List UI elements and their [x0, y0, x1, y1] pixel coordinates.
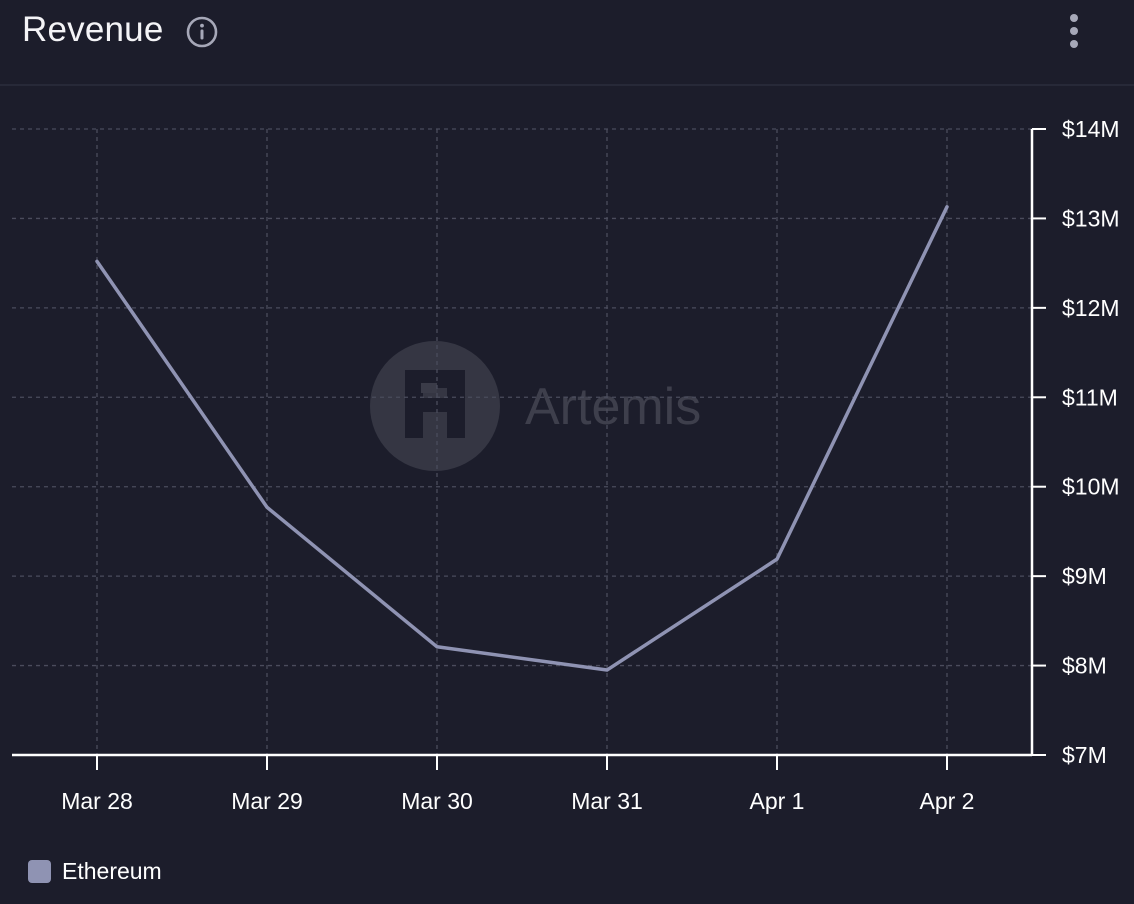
y-tick-label: $12M: [1062, 295, 1120, 321]
x-tick-label: Mar 31: [571, 788, 643, 814]
x-tick-label: Apr 2: [920, 788, 975, 814]
series-line-ethereum[interactable]: [95, 205, 949, 672]
chart-legend: Ethereum: [28, 856, 162, 886]
watermark-text: Artemis: [525, 378, 701, 436]
vertical-dots-icon[interactable]: [1062, 10, 1086, 52]
x-tick-label: Apr 1: [750, 788, 805, 814]
x-tick-label: Mar 29: [231, 788, 303, 814]
artemis-watermark: Artemis: [370, 341, 701, 471]
artemis-logo-mark: [405, 370, 465, 438]
tick-labels: $7M $8M $9M $10M $11M $12M $13M $14M Mar 28 Mar 2…: [61, 116, 1119, 814]
x-tick-label: Mar 28: [61, 788, 133, 814]
series-layer: [95, 205, 949, 672]
y-tick-label: $7M: [1062, 742, 1107, 768]
y-tick-label: $10M: [1062, 474, 1120, 500]
y-tick-label: $8M: [1062, 653, 1107, 679]
x-tick-label: Mar 30: [401, 788, 473, 814]
chart-title: Revenue: [22, 10, 164, 49]
y-tick-label: $13M: [1062, 205, 1120, 231]
legend-swatch-ethereum[interactable]: [28, 859, 51, 883]
y-tick-label: $14M: [1062, 116, 1120, 142]
info-circle-icon[interactable]: [186, 16, 218, 48]
grid-lines: [12, 128, 1032, 755]
chart-header: Revenue: [0, 0, 1134, 86]
legend-label-ethereum[interactable]: Ethereum: [62, 858, 162, 884]
y-tick-label: $11M: [1062, 384, 1118, 410]
chart-axes: [12, 128, 1046, 770]
y-tick-label: $9M: [1062, 563, 1107, 589]
